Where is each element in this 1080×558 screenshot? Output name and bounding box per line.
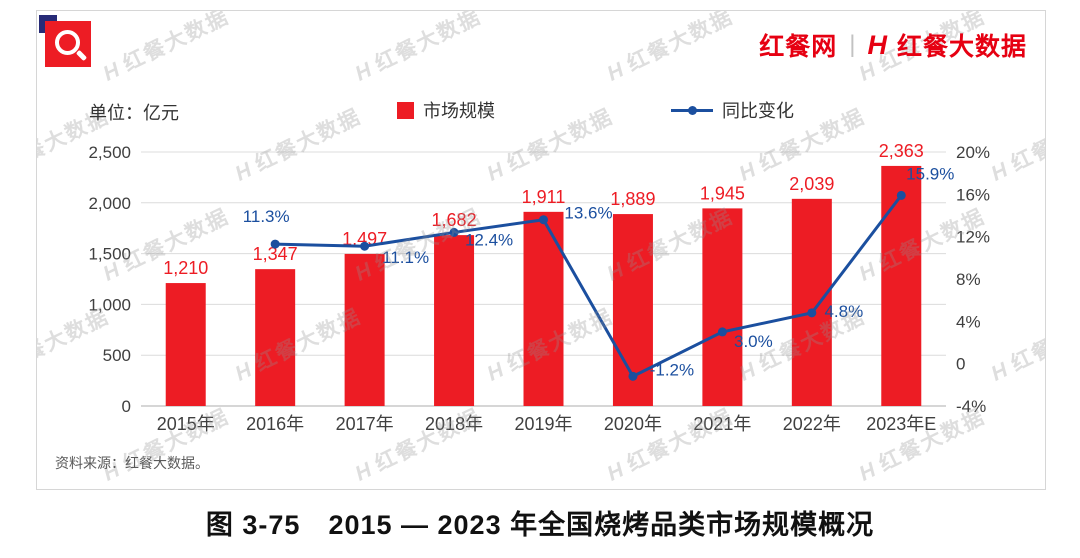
x-axis-label: 2016年 [246, 414, 304, 434]
line-legend-dot [688, 105, 697, 115]
unit-label: 单位：亿元 [89, 103, 179, 123]
right-axis-tick: -4% [956, 397, 986, 416]
legend-item-yoy-change: 同比变化 [671, 97, 794, 123]
yoy-value-label: 15.9% [906, 164, 954, 183]
bar-legend-swatch [397, 101, 414, 119]
hongcan-data-logo: 红餐大数据 [896, 33, 1027, 61]
chart-panel: 红餐网 | H 红餐大数据 单位：亿元 市场规模 同比变化 0 500 1,000 1… [36, 10, 1046, 490]
figure-caption: 图 3-75 2015 — 2023 年全国烧烤品类市场规模概况 [205, 510, 875, 540]
yoy-value-label: 3.0% [734, 332, 773, 351]
yoy-line [275, 194, 903, 379]
logo-divider: | [849, 31, 856, 58]
yoy-point [717, 327, 727, 337]
yoy-value-label: 11.3% [243, 207, 290, 226]
header-logos: 红餐网 | H 红餐大数据 [759, 27, 1027, 63]
legend-label-market-size: 市场规模 [423, 101, 495, 121]
right-axis-tick: 16% [956, 185, 990, 204]
yoy-point [449, 227, 459, 237]
yoy-value-label: 12.4% [465, 230, 513, 249]
left-axis-tick: 2,500 [88, 143, 131, 162]
bar-2017年 [344, 253, 385, 406]
left-axis-tick: 0 [122, 397, 131, 416]
bar-2015年 [165, 283, 206, 406]
right-axis-tick: 20% [956, 143, 990, 162]
x-axis-label: 2020年 [604, 414, 662, 434]
left-axis-tick: 2,000 [88, 194, 131, 213]
left-axis-tick: 1,500 [88, 245, 131, 264]
yoy-point [896, 190, 906, 200]
magnifier-logo-icon [39, 15, 95, 71]
right-axis-tick: 12% [956, 228, 990, 247]
magnifier-ring-icon [55, 30, 80, 55]
x-axis-label: 2017年 [336, 414, 394, 434]
bar-value-label: 2,363 [879, 141, 924, 161]
magnifier-handle-icon [75, 49, 88, 62]
yoy-point [807, 308, 817, 318]
legend-label-yoy-change: 同比变化 [722, 101, 794, 121]
right-axis-tick: 4% [956, 312, 981, 331]
source-note: 资料来源：红餐大数据。 [55, 455, 209, 471]
x-axis-label: 2021年 [693, 414, 751, 434]
bar-2019年 [523, 211, 564, 406]
legend-item-market-size: 市场规模 [397, 97, 495, 123]
chart-plot: 0 500 1,000 1,500 2,000 2,500 -4% 0 4% 8% 12% 16% 20… [88, 141, 990, 434]
logo-red-square [45, 21, 91, 67]
yoy-value-label: -1.2% [650, 360, 694, 379]
left-axis-tick: 1,000 [88, 295, 131, 314]
bar-2021年 [702, 208, 743, 406]
x-axis-label: 2015年 [157, 414, 215, 434]
bar-value-label: 1,682 [432, 210, 477, 230]
hongcan-h-icon: H [867, 29, 887, 60]
x-axis-label: 2018年 [425, 414, 483, 434]
x-axis-label: 2023年E [866, 414, 936, 434]
yoy-point [539, 215, 548, 225]
bar-value-label: 2,039 [789, 174, 834, 194]
x-axis-label: 2019年 [514, 414, 572, 434]
bar-2018年 [434, 235, 475, 406]
bar-value-label: 1,347 [253, 244, 298, 264]
yoy-value-label: 11.1% [382, 248, 429, 267]
left-axis-tick: 500 [103, 346, 131, 365]
yoy-value-label: 4.8% [824, 302, 863, 321]
bar-2016年 [255, 269, 296, 406]
yoy-point [270, 239, 280, 249]
x-axis-label: 2022年 [783, 414, 841, 434]
bar-2022年 [791, 198, 832, 406]
bar-value-label: 1,210 [163, 258, 208, 278]
right-axis-tick: 0 [956, 355, 965, 374]
bar-value-label: 1,945 [700, 183, 745, 203]
line-legend-swatch [671, 105, 713, 115]
hongcanwang-logo: 红餐网 [759, 33, 838, 61]
right-axis-tick: 8% [956, 270, 981, 289]
yoy-value-label: 13.6% [564, 204, 612, 223]
bar-value-label: 1,889 [610, 189, 655, 209]
yoy-point [360, 241, 370, 251]
bar-2023年E [881, 165, 922, 406]
yoy-point [628, 371, 638, 381]
bar-value-label: 1,911 [522, 187, 566, 207]
